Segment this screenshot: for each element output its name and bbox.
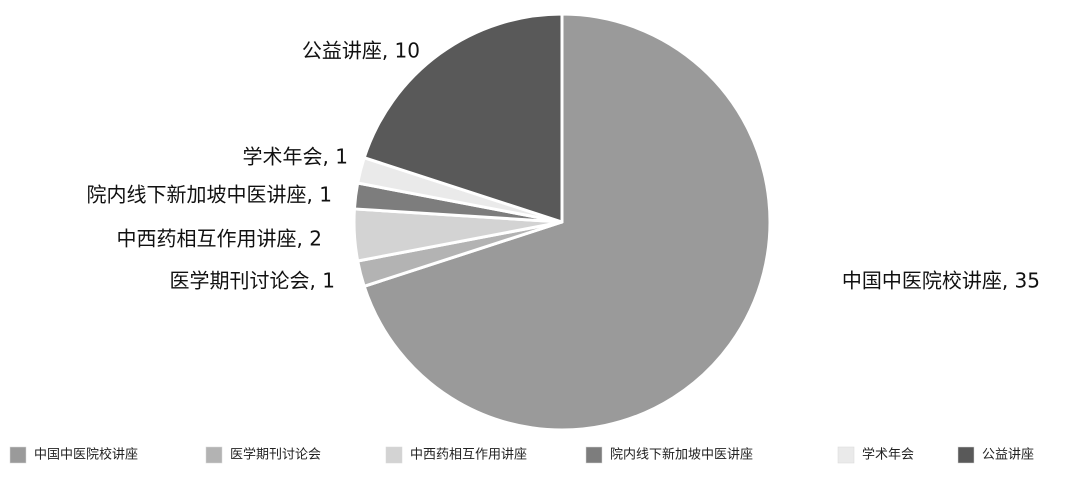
legend-swatch-slice-6 [957,446,975,464]
legend-label-slice-3: 中西药相互作用讲座 [410,448,527,463]
legend-label-slice-5: 学术年会 [862,447,914,463]
legend: 中国中医院校讲座 医学期刊讨论会 中西药相互作用讲座 院内线下新加坡中医讲座 学术年会 公… [9,446,1034,464]
data-label-slice-5: 学术年会, 1 [243,145,348,169]
data-label-slice-3: 中西药相互作用讲座, 2 [117,227,322,251]
data-label-slice-2: 医学期刊讨论会, 1 [170,269,335,293]
data-label-slice-1: 中国中医院校讲座, 35 [842,269,1040,293]
legend-label-slice-4: 院内线下新加坡中医讲座 [610,447,753,463]
data-label-slice-6: 公益讲座, 10 [302,39,420,63]
legend-swatch-slice-2 [205,446,223,464]
pie-slice-1 [362,12,772,432]
legend-swatch-slice-4 [585,446,603,464]
data-label-slice-4: 院内线下新加坡中医讲座, 1 [87,183,332,207]
legend-label-slice-2: 医学期刊讨论会 [230,447,321,463]
pie-slice-6 [362,12,564,224]
pie-slices [352,12,772,432]
legend-swatch-slice-5 [837,446,855,464]
legend-label-slice-6: 公益讲座 [982,448,1034,463]
legend-swatch-slice-1 [9,446,27,464]
legend-swatch-slice-3 [385,446,403,464]
pie-slice-labels: 中国中医院校讲座, 35 医学期刊讨论会, 1 中西药相互作用讲座, 2 院内线下新加… [87,39,1040,293]
legend-label-slice-1: 中国中医院校讲座 [34,447,138,463]
